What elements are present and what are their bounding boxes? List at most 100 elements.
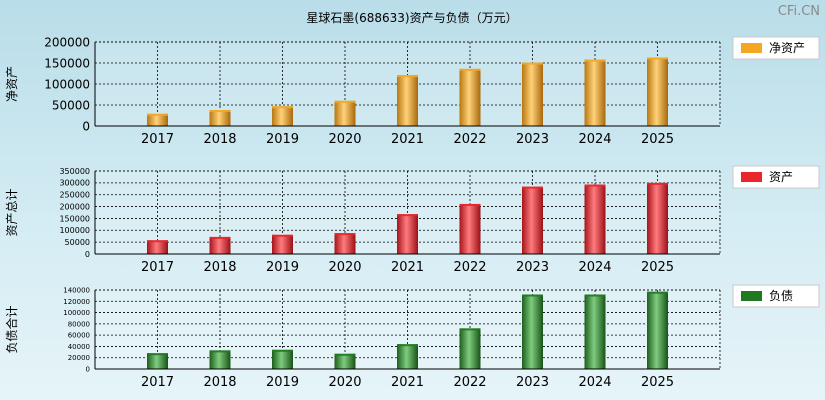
bar-top [584,59,606,62]
x-tick-label: 2019 [266,260,299,275]
bar-top [334,353,356,356]
bar-top [459,203,481,206]
bar-2023 [522,62,543,126]
y-tick-label: 100000 [59,226,90,235]
y-tick-label: 150000 [44,56,90,70]
bar-top [397,344,418,347]
bar-2020 [334,353,356,369]
bar-2020 [334,233,356,254]
legend-box [732,284,820,308]
y-tick-label: 50000 [52,98,90,112]
legend: 净资产 [732,36,820,60]
x-tick-label: 2024 [578,375,611,390]
x-tick-label: 2017 [141,375,174,390]
x-tick-label: 2021 [391,375,424,390]
y-axis-label: 负债合计 [4,305,19,353]
x-tick-label: 2020 [328,132,361,147]
y-tick-label: 300000 [59,179,90,188]
legend: 资产 [732,165,820,189]
y-tick-label: 20000 [68,354,90,362]
x-tick-label: 2023 [516,132,549,147]
bar-2017 [147,113,168,126]
legend-swatch [741,43,762,53]
legend-swatch [741,291,762,301]
bar-top [209,350,231,353]
x-tick-label: 2025 [641,375,674,390]
x-tick-label: 2017 [141,260,174,275]
x-tick-label: 2019 [266,375,299,390]
legend: 负债 [732,284,820,308]
bar-top [272,349,293,352]
bar-top [647,182,668,185]
x-tick-label: 2023 [516,375,549,390]
legend-label: 负债 [769,289,793,303]
bar-2019 [272,106,293,126]
bar-top [522,62,543,65]
bar-2023 [522,186,543,254]
bar-2022 [459,203,481,254]
panel-1: 0 50000 100000 150000 200000 250000 300000 3500… [5,165,820,275]
bar-top [272,234,293,237]
y-tick-label: 350000 [59,167,90,176]
x-tick-label: 2022 [453,260,486,275]
x-tick-label: 2023 [516,260,549,275]
bar-top [647,57,668,60]
y-tick-label: 100000 [63,309,90,317]
bar-2025 [647,182,668,254]
legend-swatch [741,172,762,182]
panel-0: 0 50000 100000 150000 200000 2017 2018 2019 2020… [5,35,820,147]
bar-2018 [209,236,231,254]
x-tick-label: 2022 [453,132,486,147]
x-tick-label: 2020 [328,260,361,275]
x-tick-label: 2020 [328,375,361,390]
x-tick-label: 2021 [391,132,424,147]
bar-top [334,233,356,236]
bar-2022 [459,68,481,126]
y-tick-label: 0 [85,250,90,259]
legend-label: 资产 [769,170,793,184]
bar-2019 [272,349,293,369]
bar-2024 [584,59,606,126]
x-tick-label: 2024 [578,260,611,275]
bar-top [147,113,168,116]
x-tick-label: 2018 [203,132,236,147]
bar-2018 [209,110,231,126]
y-tick-label: 60000 [68,332,90,340]
y-tick-label: 150000 [59,214,90,223]
x-tick-label: 2024 [578,132,611,147]
bar-top [272,106,293,109]
bar-2024 [584,294,606,369]
bar-top [209,236,231,239]
y-tick-label: 80000 [68,320,90,328]
y-tick-label: 0 [82,119,90,133]
y-tick-label: 40000 [68,343,90,351]
y-tick-label: 100000 [44,77,90,91]
bar-2020 [334,100,356,126]
bar-2024 [584,184,606,254]
x-tick-label: 2017 [141,132,174,147]
y-tick-label: 120000 [63,298,90,306]
bar-top [459,68,481,71]
bar-top [522,186,543,189]
y-tick-label: 200000 [59,202,90,211]
x-tick-label: 2022 [453,375,486,390]
bar-2022 [459,328,481,369]
bar-top [147,353,168,356]
y-tick-label: 0 [86,366,90,374]
legend-box [732,36,820,60]
bar-2017 [147,353,168,369]
bar-2025 [647,57,668,126]
x-tick-label: 2021 [391,260,424,275]
bar-top [459,328,481,331]
bar-top [147,240,168,243]
bar-2018 [209,350,231,369]
panel-2: 0 20000 40000 60000 80000 100000 120000 140000 2… [4,284,820,390]
bar-top [397,75,418,78]
x-tick-label: 2025 [641,260,674,275]
bar-2017 [147,240,168,254]
legend-label: 净资产 [769,41,805,55]
bar-top [584,184,606,187]
y-tick-label: 140000 [63,287,90,295]
bar-2021 [397,214,418,254]
